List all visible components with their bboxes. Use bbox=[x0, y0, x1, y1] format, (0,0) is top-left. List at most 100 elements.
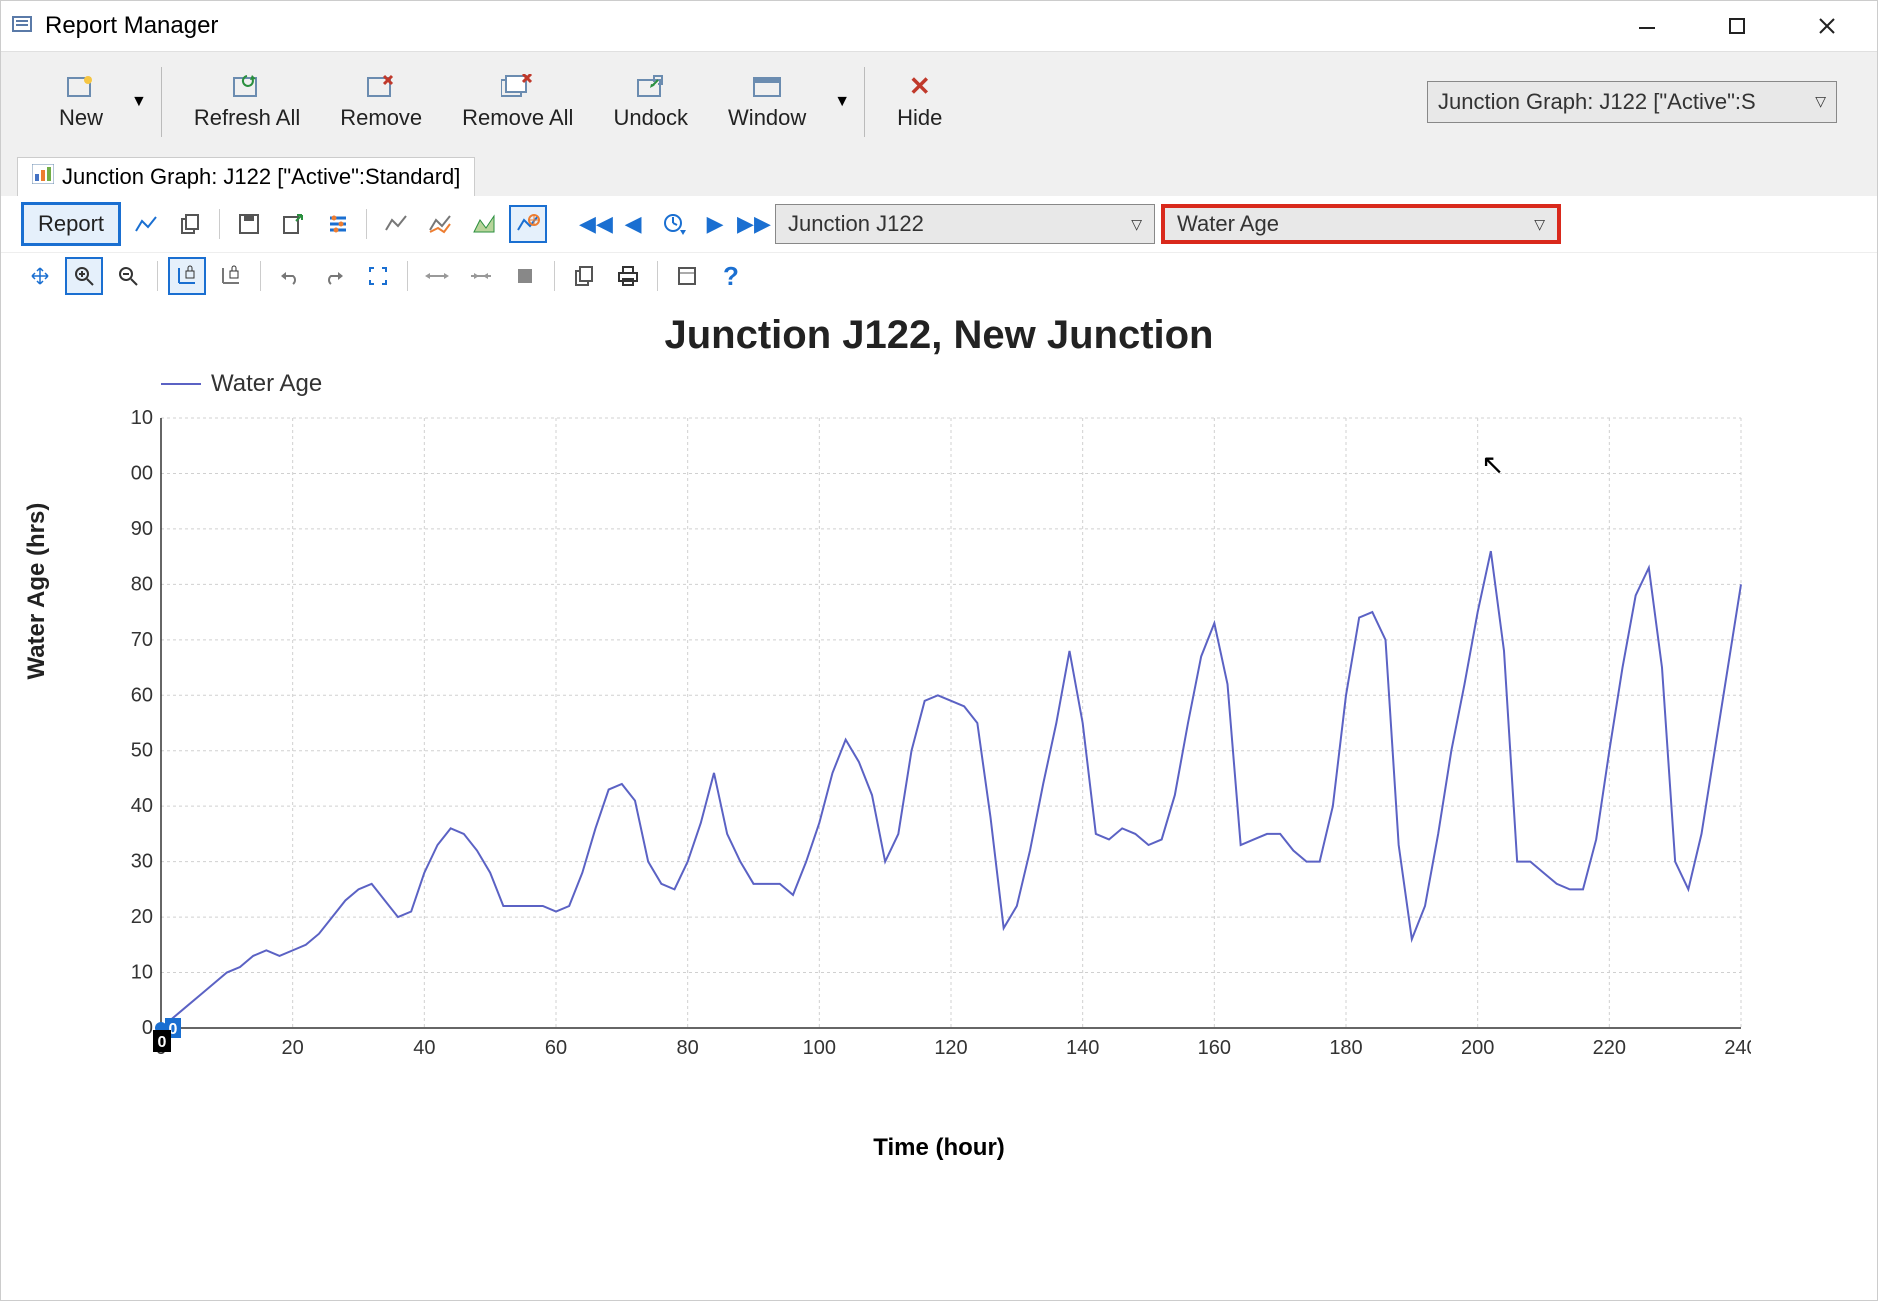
save-icon[interactable] bbox=[230, 205, 268, 243]
report-label: Report bbox=[38, 211, 104, 236]
collapse-h-icon[interactable] bbox=[462, 257, 500, 295]
print-icon[interactable] bbox=[609, 257, 647, 295]
remove-icon bbox=[363, 73, 399, 101]
new-label: New bbox=[59, 105, 103, 131]
svg-text:70: 70 bbox=[131, 629, 153, 651]
remove-all-label: Remove All bbox=[462, 105, 573, 131]
svg-text:80: 80 bbox=[677, 1037, 699, 1059]
next-button[interactable]: ▶ bbox=[699, 211, 731, 237]
redo-icon[interactable] bbox=[315, 257, 353, 295]
svg-text:10: 10 bbox=[131, 962, 153, 984]
remove-all-button[interactable]: Remove All bbox=[444, 69, 591, 135]
window-title: Report Manager bbox=[45, 12, 218, 40]
report-button[interactable]: Report bbox=[21, 202, 121, 246]
remove-button[interactable]: Remove bbox=[322, 69, 440, 135]
svg-text:0: 0 bbox=[142, 1017, 153, 1039]
chevron-down-icon: ▽ bbox=[1815, 93, 1826, 110]
undock-button[interactable]: Undock bbox=[595, 69, 706, 135]
svg-text:30: 30 bbox=[131, 851, 153, 873]
svg-text:50: 50 bbox=[131, 740, 153, 762]
lock-x-icon[interactable] bbox=[168, 257, 206, 295]
window-icon bbox=[749, 73, 785, 101]
time-selector-icon[interactable] bbox=[655, 205, 693, 243]
svg-text:60: 60 bbox=[131, 684, 153, 706]
remove-label: Remove bbox=[340, 105, 422, 131]
svg-text:20: 20 bbox=[131, 906, 153, 928]
cursor-icon: ↖ bbox=[1481, 448, 1504, 481]
hide-icon: ✕ bbox=[902, 73, 938, 101]
app-icon bbox=[11, 14, 35, 38]
zoom-in-icon[interactable] bbox=[65, 257, 103, 295]
window-dropdown[interactable]: ▼ bbox=[834, 93, 850, 111]
undock-icon bbox=[633, 73, 669, 101]
new-button[interactable]: New bbox=[41, 69, 121, 135]
hide-label: Hide bbox=[897, 105, 942, 131]
copy-chart-icon[interactable] bbox=[565, 257, 603, 295]
undo-icon[interactable] bbox=[271, 257, 309, 295]
chart-body[interactable]: Water Age (hrs) 010203040506070809010011… bbox=[31, 408, 1847, 1128]
svg-text:80: 80 bbox=[131, 573, 153, 595]
properties-icon[interactable] bbox=[668, 257, 706, 295]
titlebar: Report Manager bbox=[1, 1, 1877, 51]
top-dropdown[interactable]: Junction Graph: J122 ["Active":S ▽ bbox=[1427, 81, 1837, 123]
svg-text:40: 40 bbox=[131, 795, 153, 817]
svg-text:140: 140 bbox=[1066, 1037, 1099, 1059]
active-tab[interactable]: Junction Graph: J122 ["Active":Standard] bbox=[17, 157, 475, 196]
junction-dropdown-text: Junction J122 bbox=[788, 211, 924, 237]
window-button[interactable]: Window bbox=[710, 69, 824, 135]
export-icon[interactable] bbox=[274, 205, 312, 243]
zoom-out-icon[interactable] bbox=[109, 257, 147, 295]
legend-label: Water Age bbox=[211, 370, 322, 398]
tab-label: Junction Graph: J122 ["Active":Standard] bbox=[62, 164, 460, 190]
chart-style-1-icon[interactable] bbox=[377, 205, 415, 243]
chevron-down-icon: ▽ bbox=[1119, 216, 1142, 233]
stop-icon[interactable] bbox=[506, 257, 544, 295]
chart-toolstrip-2: ? bbox=[1, 253, 1877, 303]
main-toolbar: New ▼ Refresh All Remove Remove All Undo… bbox=[1, 51, 1877, 151]
chevron-down-icon: ▽ bbox=[1522, 216, 1545, 233]
attribute-dropdown[interactable]: Water Age ▽ bbox=[1161, 204, 1561, 244]
svg-text:110: 110 bbox=[131, 408, 153, 429]
chart-legend: Water Age bbox=[161, 370, 1847, 398]
refresh-all-label: Refresh All bbox=[194, 105, 300, 131]
svg-text:100: 100 bbox=[131, 462, 153, 484]
close-button[interactable] bbox=[1807, 11, 1847, 41]
svg-text:180: 180 bbox=[1329, 1037, 1362, 1059]
svg-text:20: 20 bbox=[282, 1037, 304, 1059]
settings-icon[interactable] bbox=[318, 205, 356, 243]
top-dropdown-text: Junction Graph: J122 ["Active":S bbox=[1438, 89, 1756, 115]
chart-line-icon[interactable] bbox=[127, 205, 165, 243]
chart-style-2-icon[interactable] bbox=[421, 205, 459, 243]
pan-icon[interactable] bbox=[21, 257, 59, 295]
rewind-button[interactable]: ◀◀ bbox=[579, 211, 611, 237]
svg-text:60: 60 bbox=[545, 1037, 567, 1059]
svg-text:240: 240 bbox=[1724, 1037, 1751, 1059]
svg-text:0: 0 bbox=[158, 1034, 167, 1051]
fit-icon[interactable] bbox=[359, 257, 397, 295]
hide-button[interactable]: ✕ Hide bbox=[879, 69, 960, 135]
lock-y-icon[interactable] bbox=[212, 257, 250, 295]
chart-area: Junction J122, New Junction Water Age Wa… bbox=[1, 303, 1877, 1300]
chart-style-3-icon[interactable] bbox=[465, 205, 503, 243]
chart-icon bbox=[32, 164, 54, 190]
new-dropdown[interactable]: ▼ bbox=[131, 93, 147, 111]
forward-button[interactable]: ▶▶ bbox=[737, 211, 769, 237]
expand-h-icon[interactable] bbox=[418, 257, 456, 295]
junction-dropdown[interactable]: Junction J122 ▽ bbox=[775, 204, 1155, 244]
maximize-button[interactable] bbox=[1717, 11, 1757, 41]
chart-style-4-icon[interactable] bbox=[509, 205, 547, 243]
prev-button[interactable]: ◀ bbox=[617, 211, 649, 237]
x-axis-label: Time (hour) bbox=[31, 1134, 1847, 1162]
refresh-all-button[interactable]: Refresh All bbox=[176, 69, 318, 135]
new-icon bbox=[63, 73, 99, 101]
remove-all-icon bbox=[500, 73, 536, 101]
chart-svg: 0102030405060708090100110020406080100120… bbox=[131, 408, 1751, 1068]
copy-icon[interactable] bbox=[171, 205, 209, 243]
svg-text:90: 90 bbox=[131, 518, 153, 540]
app-window: Report Manager New ▼ Refresh All Remove … bbox=[0, 0, 1878, 1301]
svg-text:40: 40 bbox=[413, 1037, 435, 1059]
svg-text:220: 220 bbox=[1593, 1037, 1626, 1059]
help-icon[interactable]: ? bbox=[712, 257, 750, 295]
minimize-button[interactable] bbox=[1627, 11, 1667, 41]
undock-label: Undock bbox=[613, 105, 688, 131]
